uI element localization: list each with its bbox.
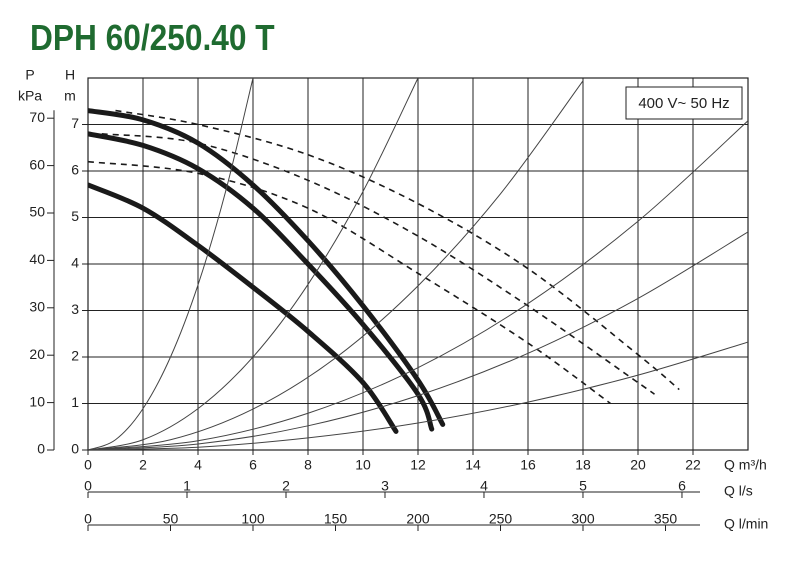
x-tick-label: 100 [241,511,265,527]
y2-axis-label: P [25,67,34,83]
x-tick-label: 200 [406,511,430,527]
y-tick-label: 2 [71,348,79,364]
y2-tick-label: 70 [29,109,45,125]
series-line [88,341,748,450]
annotation: 400 V~ 50 Hz [638,95,729,112]
x-tick-label: 0 [84,511,92,527]
x-tick-label: 14 [465,457,481,473]
y-tick-label: 3 [71,301,79,317]
series-line [88,78,254,450]
x-tick-label: 4 [480,478,488,494]
series-line [88,160,611,405]
x-tick-label: 250 [489,511,513,527]
x-tick-label: 6 [678,478,686,494]
y2-tick-label: 30 [29,299,45,315]
x-tick-label: 8 [304,457,312,473]
x-tick-label: 50 [163,511,179,527]
y-tick-label: 0 [71,441,79,457]
series-line [88,78,419,450]
y2-tick-label: 10 [29,393,45,409]
y2-tick-label: 20 [29,346,45,362]
curves [88,78,748,450]
x-tick-label: 1 [183,478,191,494]
series-line [88,131,435,432]
y2-tick-label: 60 [29,156,45,172]
x-tick-label: 18 [575,457,591,473]
y-tick-label: 7 [71,115,79,131]
x-tick-label: 4 [194,457,202,473]
series-line [101,133,655,395]
y2-tick-label: 40 [29,251,45,267]
y-tick-label: 6 [71,162,79,178]
series-line [88,120,748,450]
x-tick-label: 22 [685,457,701,473]
x-tick-label: 300 [571,511,595,527]
series-line [88,108,446,427]
x-tick-label: 5 [579,478,587,494]
x-axis-label: Q l/s [724,483,753,499]
y-tick-label: 5 [71,208,79,224]
x-tick-label: 10 [355,457,371,473]
x-tick-label: 2 [282,478,290,494]
x-tick-label: 0 [84,478,92,494]
series-line [88,80,584,450]
y-axis-unit: m [64,88,76,104]
x-tick-label: 0 [84,457,92,473]
y-tick-label: 1 [71,394,79,410]
x-tick-label: 150 [324,511,348,527]
series-line [88,231,748,450]
x-tick-label: 12 [410,457,426,473]
y-tick-label: 4 [71,255,79,271]
x-tick-label: 3 [381,478,389,494]
y2-axis-unit: kPa [18,88,42,104]
y-axis-label: H [65,67,75,83]
x-tick-label: 16 [520,457,536,473]
x-tick-label: 350 [654,511,678,527]
series-line [88,182,399,434]
annotation-box [625,86,743,120]
x-tick-label: 6 [249,457,257,473]
y2-tick-label: 50 [29,204,45,220]
y2-tick-label: 0 [37,441,45,457]
x-tick-label: 2 [139,457,147,473]
chart-title: DPH 60/250.40 T [30,18,275,58]
x-axis-label: Q l/min [724,516,768,532]
x-tick-label: 20 [630,457,646,473]
x-axis-label: Q m³/h [724,457,767,473]
